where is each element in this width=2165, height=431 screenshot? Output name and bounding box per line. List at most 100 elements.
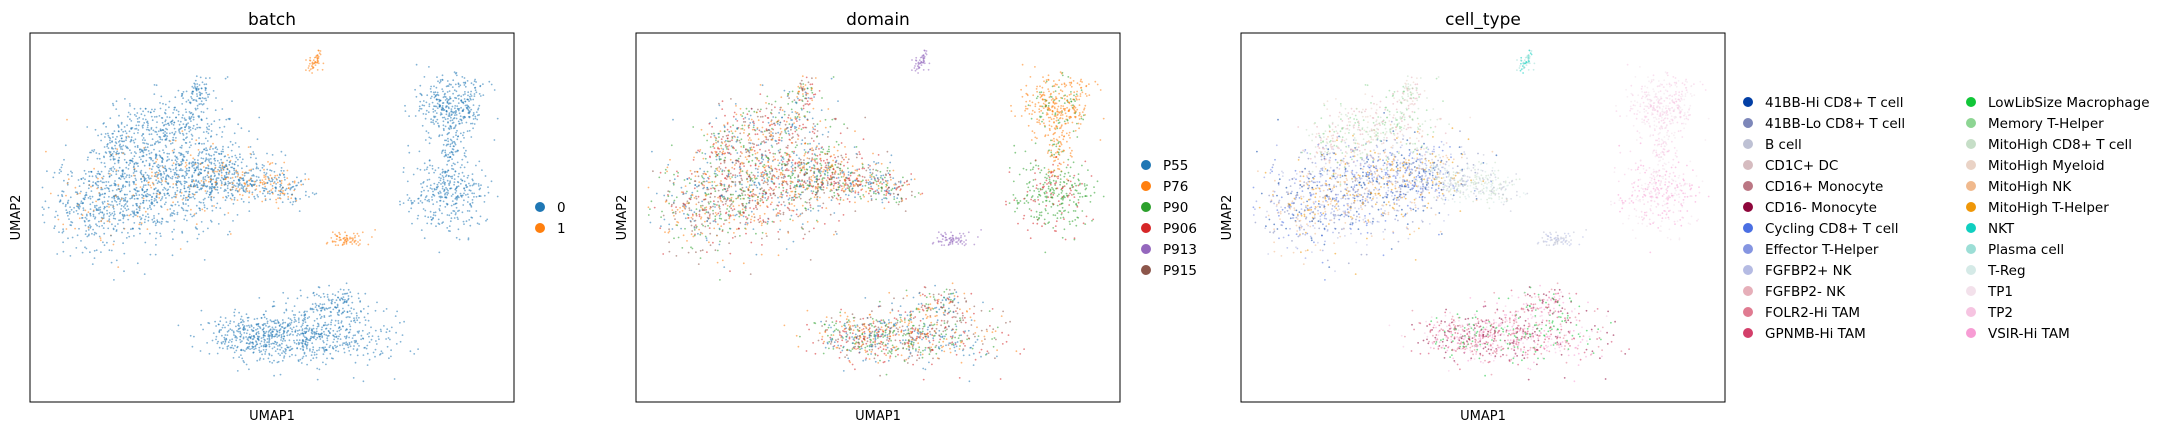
scatter-point: [203, 97, 206, 100]
scatter-point: [457, 210, 459, 213]
scatter-point: [429, 184, 432, 187]
scatter-point: [342, 311, 344, 314]
scatter-point: [799, 214, 801, 217]
scatter-point: [716, 261, 719, 264]
scatter-point: [355, 243, 358, 245]
scatter-point: [458, 85, 460, 88]
scatter-point: [205, 153, 208, 155]
scatter-point: [312, 357, 315, 360]
scatter-point: [148, 178, 151, 180]
scatter-point: [803, 168, 806, 171]
scatter-point: [216, 183, 218, 186]
scatter-point: [201, 143, 203, 145]
scatter-point: [185, 203, 187, 205]
scatter-point: [306, 341, 309, 344]
scatter-point: [436, 201, 438, 203]
scatter-point: [240, 348, 243, 351]
scatter-point: [692, 159, 695, 161]
scatter-point: [471, 199, 474, 201]
scatter-point: [428, 159, 431, 162]
scatter-point: [138, 116, 141, 119]
scatter-point: [451, 148, 454, 150]
scatter-point: [143, 221, 146, 224]
scatter-point: [475, 210, 478, 212]
scatter-point: [272, 192, 274, 195]
scatter-point: [345, 282, 348, 285]
scatter-point: [121, 173, 124, 176]
scatter-point: [698, 215, 701, 218]
scatter-point: [335, 346, 337, 349]
scatter-point: [441, 74, 444, 77]
scatter-point: [314, 302, 317, 305]
scatter-point: [268, 360, 271, 363]
scatter-point: [446, 97, 448, 100]
scatter-point: [390, 349, 392, 352]
scatter-point: [421, 186, 424, 189]
scatter-point: [261, 323, 264, 326]
scatter-point: [443, 188, 446, 191]
scatter-point: [428, 200, 431, 203]
scatter-point: [162, 149, 164, 152]
scatter-point: [447, 230, 450, 232]
scatter-point: [62, 202, 64, 205]
scatter-point: [233, 167, 236, 170]
scatter-point: [749, 164, 752, 167]
scatter-point: [420, 190, 423, 193]
scatter-point: [264, 195, 266, 198]
scatter-point: [444, 125, 447, 128]
scatter-point: [432, 119, 435, 122]
scatter-point: [649, 221, 652, 224]
scatter-point: [144, 210, 147, 213]
scatter-point: [133, 170, 136, 173]
scatter-point: [167, 122, 169, 125]
scatter-point: [437, 218, 440, 221]
scatter-point: [778, 183, 781, 185]
scatter-point: [474, 89, 477, 92]
scatter-point: [173, 121, 176, 124]
scatter-point: [760, 224, 763, 227]
scatter-point: [289, 318, 292, 320]
scatter-point: [83, 169, 86, 172]
scatter-point: [221, 326, 224, 329]
scatter-point: [414, 88, 416, 91]
scatter-point: [766, 205, 768, 208]
scatter-point: [137, 132, 139, 134]
scatter-point: [440, 195, 442, 198]
scatter-point: [313, 333, 316, 336]
scatter-point: [293, 181, 296, 184]
scatter-point: [87, 211, 90, 214]
scatter-point: [156, 165, 158, 168]
scatter-point: [202, 178, 205, 180]
scatter-point: [741, 170, 744, 173]
scatter-point: [356, 330, 359, 333]
scatter-point: [278, 334, 281, 337]
scatter-point: [790, 214, 793, 217]
scatter-point: [171, 142, 174, 144]
scatter-point: [196, 104, 199, 107]
scatter-point: [102, 241, 104, 244]
scatter-point: [206, 93, 209, 96]
scatter-point: [122, 170, 124, 173]
scatter-point: [231, 188, 234, 191]
scatter-point: [319, 313, 321, 316]
scatter-point: [442, 120, 445, 123]
scatter-point: [444, 139, 446, 142]
scatter-point: [454, 170, 457, 173]
scatter-point: [728, 205, 731, 208]
scatter-point: [449, 156, 452, 158]
scatter-point: [89, 197, 92, 200]
scatter-point: [112, 102, 114, 105]
scatter-point: [113, 213, 116, 216]
scatter-point: [731, 166, 734, 169]
scatter-point: [478, 93, 481, 95]
scatter-point: [253, 184, 256, 186]
scatter-point: [133, 210, 136, 213]
scatter-point: [209, 186, 212, 189]
scatter-point: [218, 331, 221, 334]
scatter-point: [179, 154, 182, 157]
scatter-point: [366, 344, 369, 347]
scatter-point: [153, 93, 156, 95]
scatter-point: [463, 180, 466, 183]
scatter-point: [310, 354, 313, 357]
scatter-point: [106, 212, 109, 215]
